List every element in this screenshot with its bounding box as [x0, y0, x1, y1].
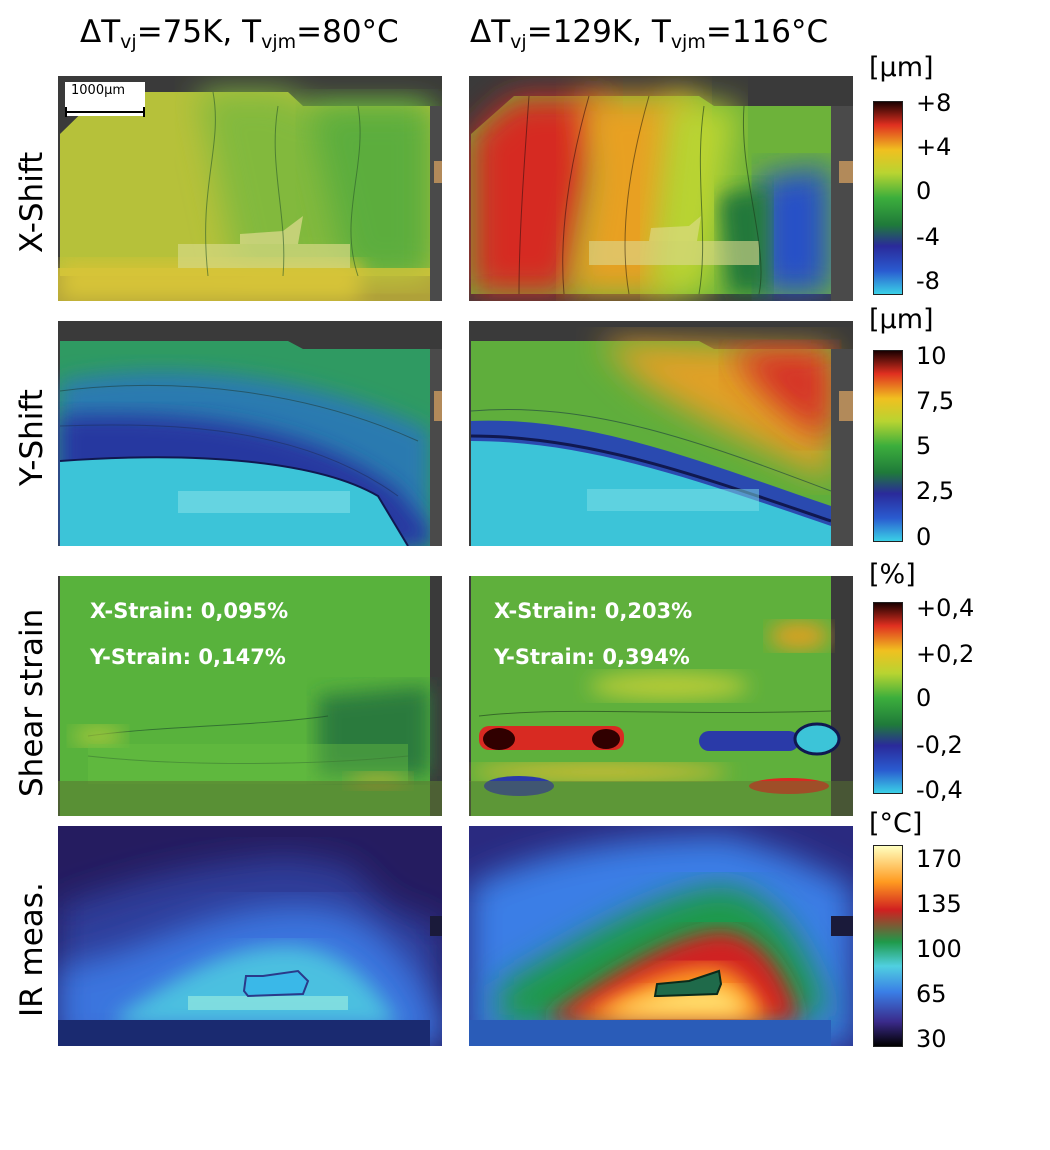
tick-shear-0: +0,4	[916, 594, 975, 622]
panel-x-shift-right	[469, 76, 853, 301]
strain-x-left: X-Strain: 0,095%	[90, 599, 289, 623]
tick-ir-3: 65	[916, 980, 947, 1008]
unit-y-shift: [µm]	[869, 304, 934, 335]
tick-ir-0: 170	[916, 845, 962, 873]
tick-x-shift-3: -4	[916, 223, 940, 251]
scale-bar-label: 1000µm	[71, 83, 126, 98]
row-label-y-shift: Y-Shift	[14, 389, 50, 486]
colorbar-shear-strain	[873, 602, 903, 794]
strain-y-left: Y-Strain: 0,147%	[90, 645, 286, 669]
tick-ir-4: 30	[916, 1025, 947, 1053]
panel-y-shift-right	[469, 321, 853, 546]
row-label-shear-strain: Shear strain	[14, 608, 50, 797]
unit-shear-strain: [%]	[869, 559, 916, 590]
tick-y-shift-4: 0	[916, 523, 932, 551]
colorbar-y-shift	[873, 350, 903, 542]
tick-shear-1: +0,2	[916, 640, 975, 668]
panel-ir-right	[469, 826, 853, 1046]
tick-y-shift-1: 7,5	[916, 387, 955, 415]
panel-shear-strain-right: X-Strain: 0,203% Y-Strain: 0,394%	[469, 576, 853, 816]
tick-x-shift-1: +4	[916, 133, 952, 161]
colorbar-x-shift	[873, 101, 903, 295]
unit-ir: [°C]	[869, 808, 923, 839]
tick-ir-2: 100	[916, 935, 962, 963]
tick-y-shift-0: 10	[916, 342, 947, 370]
column-title-left: ΔTvj=75K, Tvjm=80°C	[80, 14, 399, 53]
column-title-right: ΔTvj=129K, Tvjm=116°C	[470, 14, 829, 53]
colorbar-ir	[873, 845, 903, 1047]
panel-y-shift-left	[58, 321, 442, 546]
tick-ir-1: 135	[916, 890, 962, 918]
tick-x-shift-0: +8	[916, 89, 952, 117]
strain-y-right: Y-Strain: 0,394%	[494, 645, 690, 669]
row-label-x-shift: X-Shift	[14, 151, 50, 253]
panel-shear-strain-left: X-Strain: 0,095% Y-Strain: 0,147%	[58, 576, 442, 816]
tick-y-shift-2: 5	[916, 432, 932, 460]
strain-x-right: X-Strain: 0,203%	[494, 599, 693, 623]
tick-y-shift-3: 2,5	[916, 477, 955, 505]
tick-x-shift-4: -8	[916, 267, 940, 295]
tick-x-shift-2: 0	[916, 177, 932, 205]
panel-ir-left	[58, 826, 442, 1046]
unit-x-shift: [µm]	[869, 52, 934, 83]
tick-shear-3: -0,2	[916, 731, 963, 759]
panel-x-shift-left: 1000µm	[58, 76, 442, 301]
row-label-ir-meas: IR meas.	[14, 882, 50, 1017]
tick-shear-2: 0	[916, 684, 932, 712]
tick-shear-4: -0,4	[916, 776, 963, 804]
